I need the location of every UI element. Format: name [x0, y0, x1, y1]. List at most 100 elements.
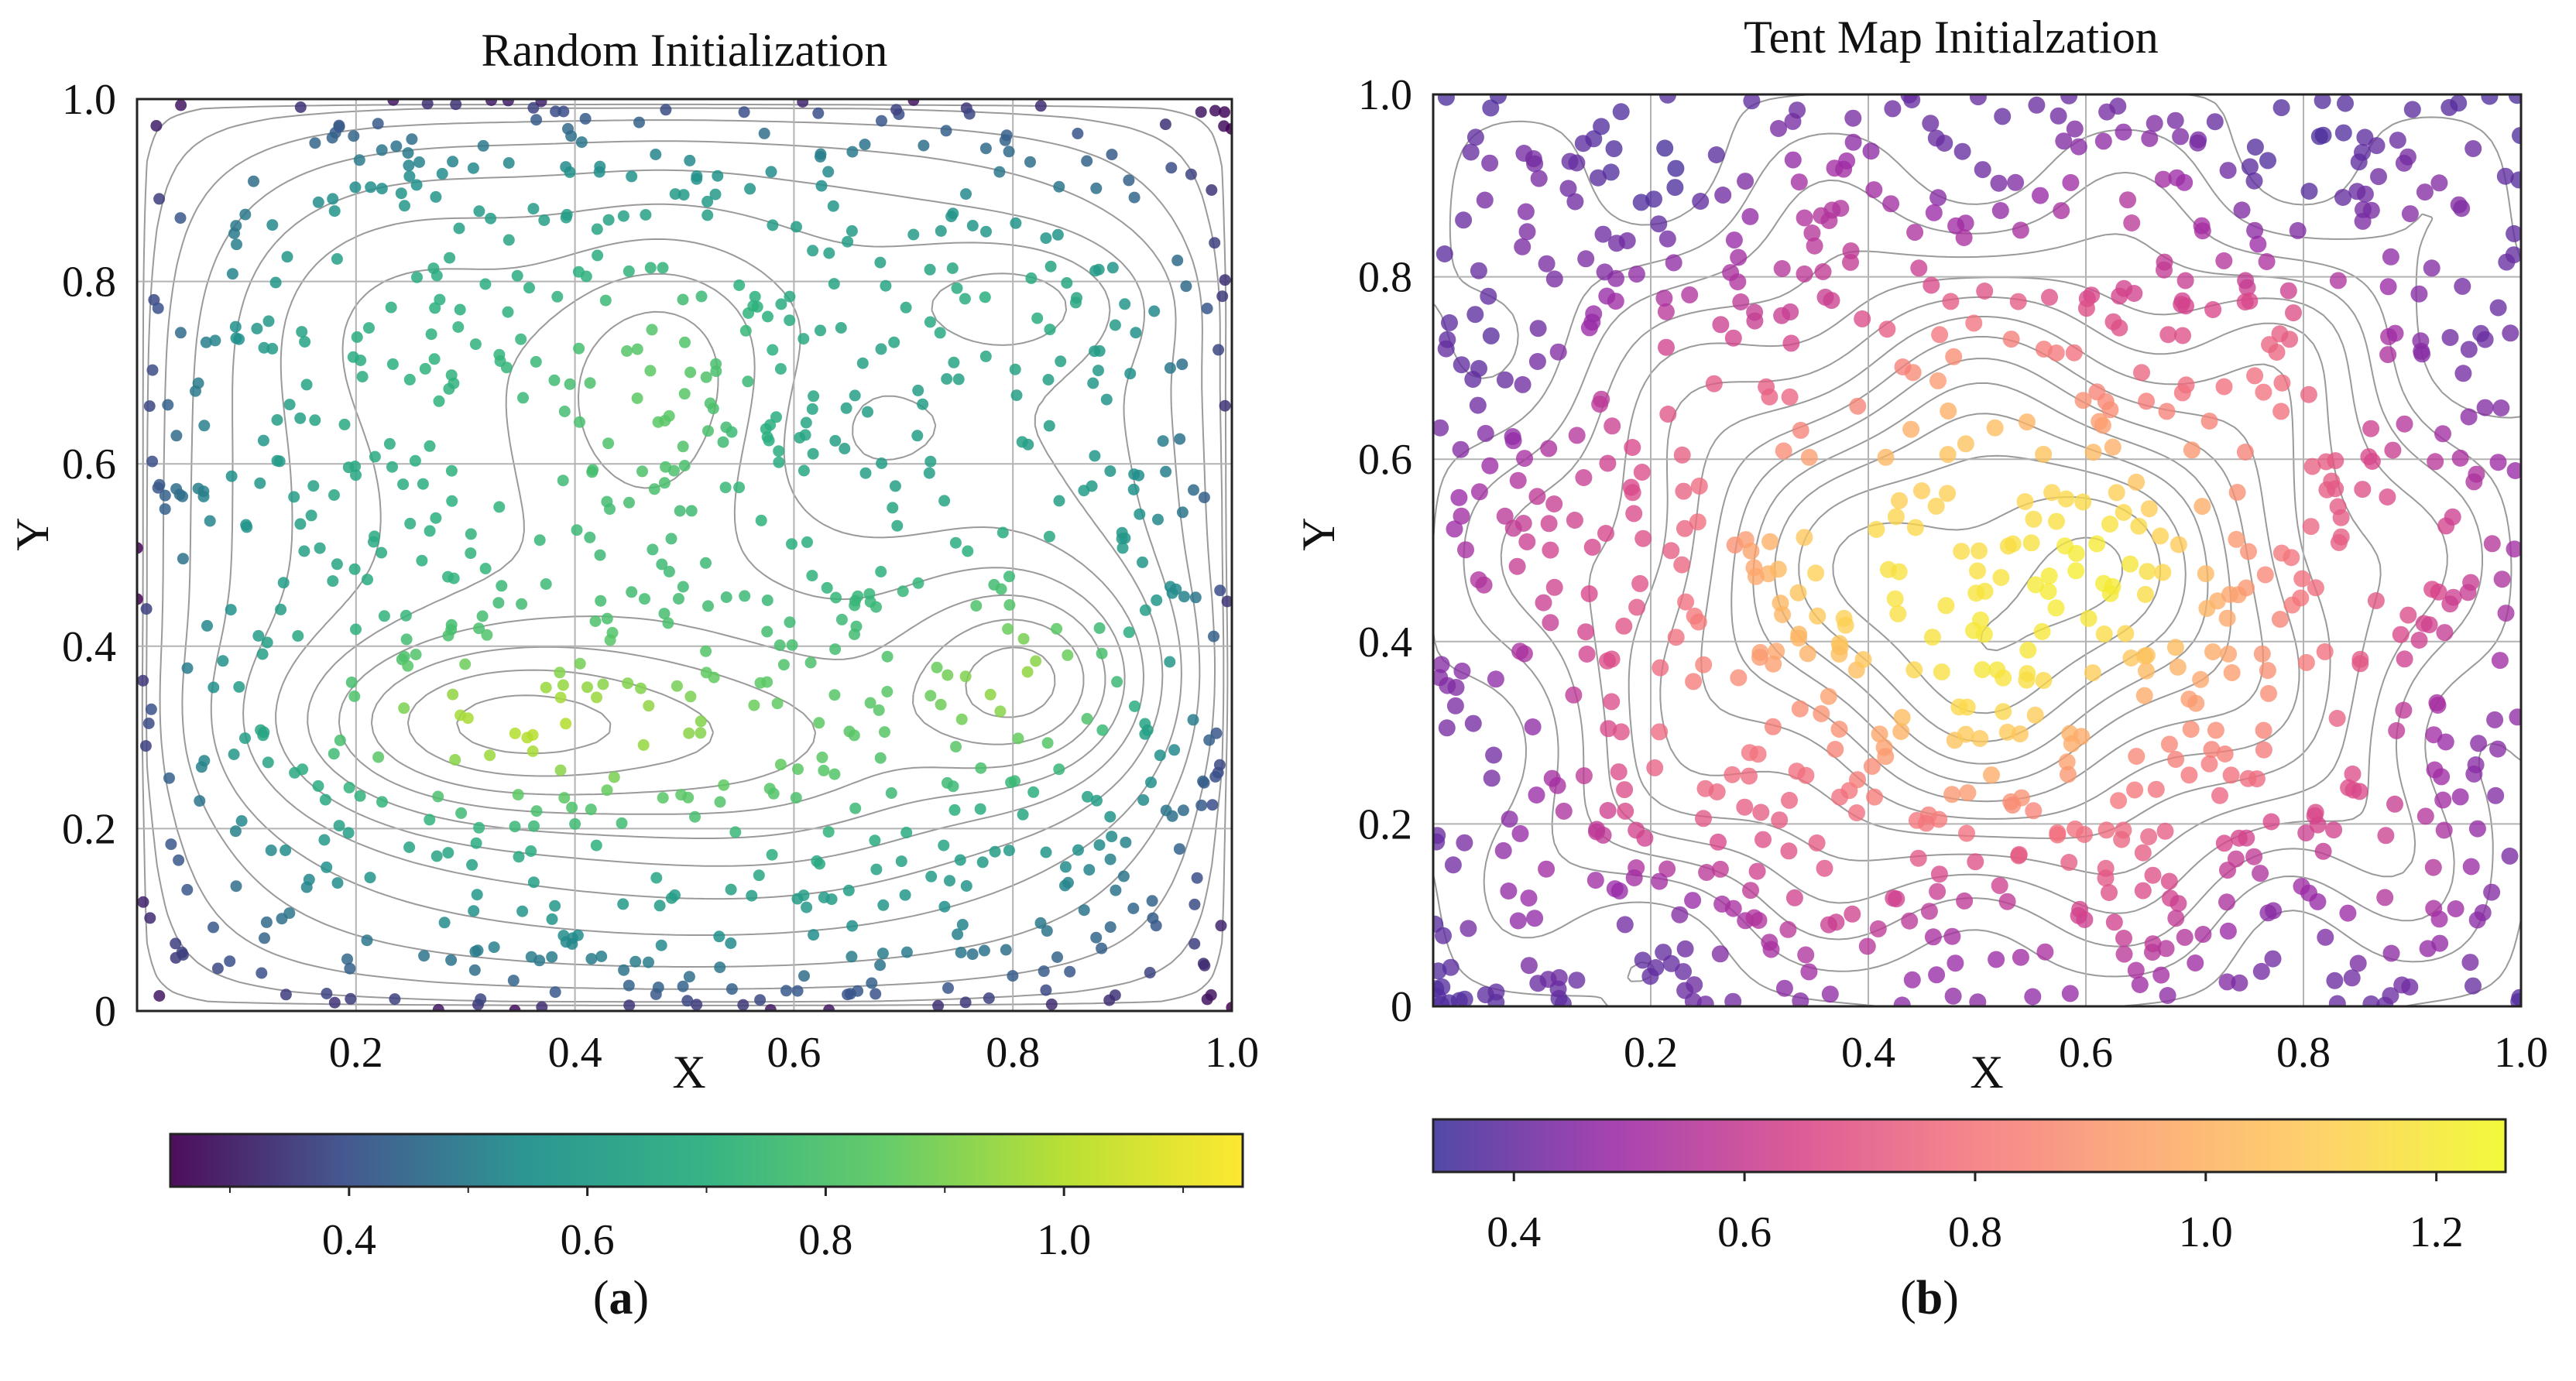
data-point	[1593, 390, 1610, 408]
data-point	[1093, 839, 1106, 852]
data-point	[954, 854, 966, 866]
data-point	[891, 519, 904, 532]
colorbar-tick-label: 1.0	[2179, 1208, 2233, 1256]
data-point	[1814, 263, 1832, 280]
data-point	[1178, 591, 1190, 603]
data-point	[1574, 135, 1592, 152]
data-point	[1577, 623, 1595, 641]
data-point	[2264, 950, 2282, 968]
data-point	[2101, 884, 2118, 901]
data-point	[1866, 788, 1883, 806]
data-point	[2326, 971, 2344, 989]
data-point	[1710, 833, 1727, 851]
data-point	[538, 214, 551, 226]
data-point	[403, 159, 415, 172]
data-point	[761, 625, 773, 638]
data-point	[327, 193, 339, 205]
data-point	[617, 210, 629, 222]
data-point	[351, 331, 363, 343]
data-point	[496, 580, 508, 592]
data-point	[1081, 155, 1093, 167]
data-point	[479, 278, 492, 290]
data-point	[1053, 495, 1065, 507]
data-point	[516, 905, 529, 917]
data-point	[230, 880, 242, 893]
data-point	[677, 980, 689, 992]
data-point	[797, 464, 810, 477]
data-point	[528, 820, 540, 832]
data-point	[1042, 374, 1055, 386]
data-point	[1460, 920, 1477, 937]
data-point	[1779, 920, 1797, 938]
data-point	[2134, 844, 2152, 862]
data-point	[1198, 492, 1210, 504]
data-point	[2157, 940, 2175, 958]
data-point	[1832, 200, 1850, 218]
data-point	[2012, 221, 2029, 239]
data-point	[1106, 262, 1119, 274]
data-point	[1566, 193, 1584, 211]
x-axis-label-a: X	[672, 1047, 705, 1098]
data-point	[1455, 211, 1473, 229]
data-point	[1854, 310, 1871, 327]
y-tick-label: 0	[94, 988, 116, 1036]
contour-line-a-10	[370, 619, 1085, 796]
data-point	[637, 738, 650, 751]
data-point	[1939, 485, 1957, 502]
data-point	[952, 373, 965, 386]
data-point	[1854, 651, 1872, 668]
data-point	[2127, 961, 2145, 979]
data-point	[1481, 457, 1499, 475]
data-point	[1525, 150, 1542, 167]
data-point	[328, 748, 340, 760]
data-point	[798, 970, 810, 982]
data-point	[1208, 630, 1219, 643]
data-point	[591, 223, 603, 235]
data-point	[1164, 362, 1176, 374]
x-tick-label: 1.0	[1205, 1029, 1259, 1077]
data-point	[2434, 425, 2451, 443]
data-point	[907, 99, 920, 106]
data-point	[2434, 791, 2452, 809]
data-point	[881, 686, 894, 697]
data-point	[1487, 670, 1504, 688]
y-tick-label: 0.2	[1358, 800, 1412, 848]
data-point	[438, 917, 451, 929]
data-point	[1215, 920, 1227, 932]
data-point	[966, 948, 979, 961]
data-point	[1528, 786, 1545, 804]
data-point	[398, 702, 410, 714]
data-point	[885, 787, 897, 799]
data-point	[1969, 94, 1987, 106]
data-point	[2218, 973, 2236, 991]
data-point	[1929, 372, 1947, 389]
data-point	[846, 146, 859, 158]
data-point	[1752, 804, 1770, 821]
data-point	[1659, 406, 1677, 423]
data-point	[643, 956, 654, 968]
data-point	[1466, 129, 1484, 146]
data-point	[1924, 928, 1942, 946]
data-point	[345, 992, 357, 1005]
data-point	[1959, 784, 1977, 802]
data-point	[448, 572, 460, 584]
data-point	[2272, 99, 2290, 117]
data-point	[1862, 142, 1880, 160]
data-point	[1148, 305, 1161, 317]
data-point	[485, 212, 497, 224]
data-point	[281, 251, 293, 263]
data-point	[874, 959, 887, 971]
data-point	[1633, 464, 1651, 481]
data-point	[1481, 154, 1499, 172]
data-point	[1187, 714, 1199, 726]
data-point	[813, 717, 825, 729]
data-point	[1226, 123, 1232, 135]
data-point	[1902, 420, 1920, 438]
data-point	[1203, 734, 1216, 746]
data-point	[590, 839, 602, 852]
data-point	[830, 591, 842, 604]
data-point	[2328, 710, 2346, 727]
data-point	[938, 839, 950, 852]
data-point	[527, 728, 539, 741]
data-point	[764, 1004, 777, 1011]
